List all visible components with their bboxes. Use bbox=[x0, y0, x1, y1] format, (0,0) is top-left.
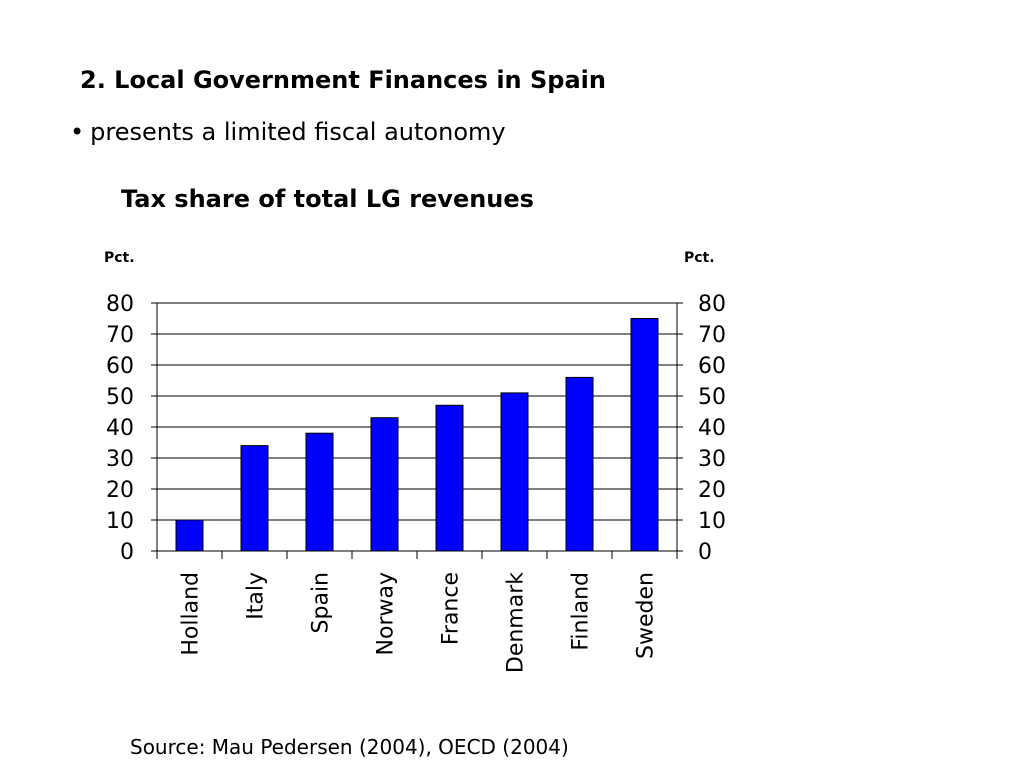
bar bbox=[240, 445, 269, 552]
bar bbox=[630, 318, 659, 552]
y-tick-label-right: 50 bbox=[698, 385, 726, 410]
x-tick-label: Denmark bbox=[504, 572, 529, 673]
y-tick-label-left: 70 bbox=[106, 323, 134, 348]
y-tick-label-left: 50 bbox=[106, 385, 134, 410]
y-axis-unit-left: Pct. bbox=[104, 250, 135, 266]
y-tick-label-right: 80 bbox=[698, 292, 726, 317]
bar bbox=[370, 417, 399, 552]
x-tick-label: Spain bbox=[309, 572, 334, 633]
bullet-dot-icon: • bbox=[70, 118, 85, 146]
bullet-item: • presents a limited fiscal autonomy bbox=[70, 118, 506, 146]
y-tick-label-left: 60 bbox=[106, 354, 134, 379]
source-note: Source: Mau Pedersen (2004), OECD (2004) bbox=[130, 735, 569, 759]
y-tick-label-right: 40 bbox=[698, 416, 726, 441]
chart-title: Tax share of total LG revenues bbox=[121, 185, 534, 213]
y-tick-label-left: 10 bbox=[106, 509, 134, 534]
bar bbox=[565, 376, 594, 552]
y-tick-label-right: 10 bbox=[698, 509, 726, 534]
y-axis-unit-right: Pct. bbox=[684, 250, 715, 266]
x-tick-label: Italy bbox=[244, 572, 269, 620]
x-tick-label: France bbox=[439, 572, 464, 645]
bar bbox=[500, 392, 529, 552]
y-tick-label-left: 0 bbox=[120, 540, 134, 565]
x-tick-label: Sweden bbox=[634, 572, 659, 659]
bullet-text: presents a limited fiscal autonomy bbox=[90, 118, 506, 146]
y-tick-label-right: 0 bbox=[698, 540, 712, 565]
y-tick-label-left: 20 bbox=[106, 478, 134, 503]
bar bbox=[175, 519, 204, 552]
y-tick-label-right: 30 bbox=[698, 447, 726, 472]
bar bbox=[435, 404, 464, 552]
y-tick-label-right: 20 bbox=[698, 478, 726, 503]
x-tick-label: Finland bbox=[569, 572, 594, 651]
y-tick-label-left: 80 bbox=[106, 292, 134, 317]
y-tick-label-right: 70 bbox=[698, 323, 726, 348]
bar bbox=[305, 432, 334, 552]
slide-heading: 2. Local Government Finances in Spain bbox=[80, 66, 606, 94]
y-tick-label-right: 60 bbox=[698, 354, 726, 379]
y-tick-label-left: 30 bbox=[106, 447, 134, 472]
x-tick-label: Norway bbox=[374, 572, 399, 655]
y-tick-label-left: 40 bbox=[106, 416, 134, 441]
x-tick-label: Holland bbox=[179, 572, 204, 656]
